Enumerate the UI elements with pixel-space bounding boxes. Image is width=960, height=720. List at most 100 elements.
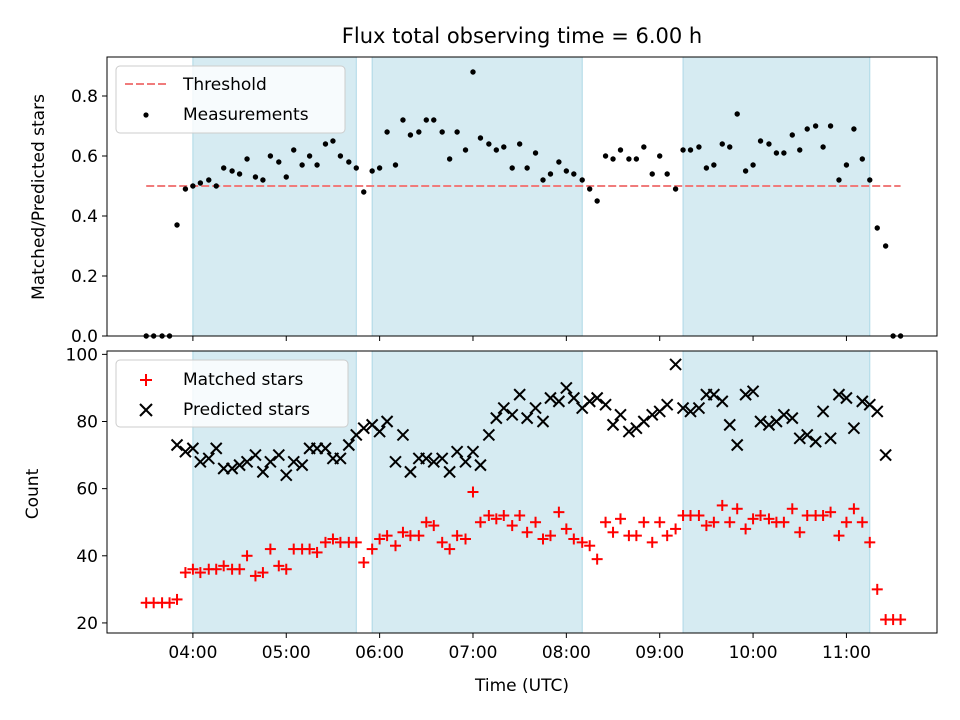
- measurement-point: [882, 243, 889, 249]
- predicted-star-point: [513, 388, 526, 401]
- measurement-point: [602, 153, 609, 159]
- measurement-point: [392, 162, 399, 168]
- x-axis-label: Time (UTC): [474, 676, 569, 696]
- predicted-star-point: [170, 438, 184, 452]
- matched-star-point: [825, 506, 837, 518]
- predicted-star-point: [723, 418, 736, 432]
- x-tick-label: 09:00: [635, 643, 684, 663]
- predicted-star-point: [435, 452, 449, 465]
- predicted-star-point: [762, 418, 776, 432]
- predicted-star-point: [832, 388, 846, 401]
- chart-title: Flux total observing time = 6.00 h: [342, 24, 702, 48]
- measurement-point: [244, 156, 250, 162]
- measurement-point: [556, 159, 562, 165]
- measurement-point: [757, 138, 764, 144]
- predicted-star-point: [520, 411, 534, 425]
- matched-star-point: [467, 486, 479, 498]
- y-tick-label: 100: [66, 345, 98, 365]
- matched-star-point: [397, 526, 409, 538]
- matched-star-point: [600, 516, 612, 528]
- measurement-point: [299, 162, 305, 168]
- matched-star-point: [483, 510, 495, 521]
- measurement-point: [586, 186, 593, 192]
- predicted-star-point: [552, 395, 566, 408]
- predicted-star-point: [287, 455, 300, 468]
- measurement-point: [859, 156, 866, 162]
- legend-threshold-label: Threshold: [182, 75, 267, 95]
- predicted-star-point: [373, 425, 386, 438]
- legend-measurements-label: Measurements: [183, 105, 309, 125]
- matched-star-point: [614, 513, 626, 525]
- measurement-point: [649, 171, 655, 177]
- predicted-stars-series: [170, 358, 892, 482]
- measurement-point: [750, 162, 756, 168]
- measurement-point: [524, 165, 530, 171]
- predicted-star-point: [847, 422, 861, 435]
- predicted-star-point: [730, 438, 744, 452]
- matched-star-point: [661, 530, 673, 542]
- matched-star-point: [210, 563, 222, 575]
- matched-star-point: [584, 540, 596, 552]
- measurement-point: [594, 198, 600, 204]
- matched-star-point: [304, 543, 316, 555]
- matched-star-point: [848, 503, 860, 515]
- measurement-point: [252, 174, 259, 180]
- matched-star-point: [413, 530, 425, 542]
- top-axes-frame: [106, 56, 938, 337]
- measurement-point: [812, 123, 819, 129]
- matched-star-point: [179, 567, 191, 579]
- matched-star-point: [670, 523, 682, 535]
- matched-star-point: [366, 543, 378, 555]
- matched-star-point: [747, 513, 759, 525]
- matched-star-point: [358, 557, 370, 568]
- matched-star-point: [436, 536, 448, 548]
- top-legend: Threshold Measurements: [115, 65, 346, 134]
- matched-star-point: [319, 536, 331, 548]
- predicted-star-point: [186, 442, 200, 455]
- measurement-point: [680, 147, 686, 153]
- predicted-star-point: [536, 415, 550, 428]
- measurement-point: [369, 168, 375, 174]
- measurement-point: [696, 144, 702, 150]
- predicted-star-point: [583, 395, 596, 408]
- matched-star-point: [498, 510, 510, 521]
- predicted-star-point: [482, 428, 496, 442]
- x-tick-label: 11:00: [822, 643, 871, 663]
- bottom-axes-frame: [106, 350, 938, 634]
- measurement-point: [346, 159, 352, 165]
- measurement-point: [221, 165, 227, 171]
- matched-star-point: [280, 563, 292, 575]
- matched-star-point: [568, 533, 580, 545]
- matched-star-point: [833, 530, 845, 542]
- matched-star-point: [234, 563, 246, 575]
- measurement-point: [532, 150, 539, 156]
- matched-star-point: [638, 516, 650, 528]
- x-tick-label: 06:00: [355, 643, 404, 663]
- matched-star-point: [537, 533, 549, 545]
- matched-star-point: [194, 567, 206, 579]
- matched-star-point: [560, 523, 572, 535]
- legend-measurements-swatch: [143, 112, 149, 118]
- matched-star-point: [591, 553, 603, 565]
- measurement-point: [486, 141, 492, 147]
- matched-star-point: [327, 533, 339, 545]
- measurement-point: [672, 186, 679, 192]
- top-legend-box: [115, 65, 346, 134]
- measurement-point: [229, 168, 235, 174]
- predicted-star-point: [676, 401, 690, 415]
- measurement-point: [626, 156, 632, 162]
- measurement-point: [843, 162, 850, 168]
- legend-predicted-swatch: [139, 403, 153, 417]
- predicted-star-point: [450, 445, 464, 458]
- matched-star-point: [451, 530, 463, 542]
- matched-star-point: [521, 526, 533, 538]
- matched-star-point: [864, 536, 876, 548]
- top-panel: 0.00.20.40.60.8 Matched/Predicted stars …: [29, 56, 938, 347]
- predicted-star-point: [801, 428, 814, 442]
- matched-star-point: [374, 533, 386, 545]
- measurement-point: [563, 168, 570, 174]
- predicted-star-point: [427, 455, 440, 468]
- matched-star-point: [763, 513, 775, 525]
- predicted-star-point: [786, 411, 799, 425]
